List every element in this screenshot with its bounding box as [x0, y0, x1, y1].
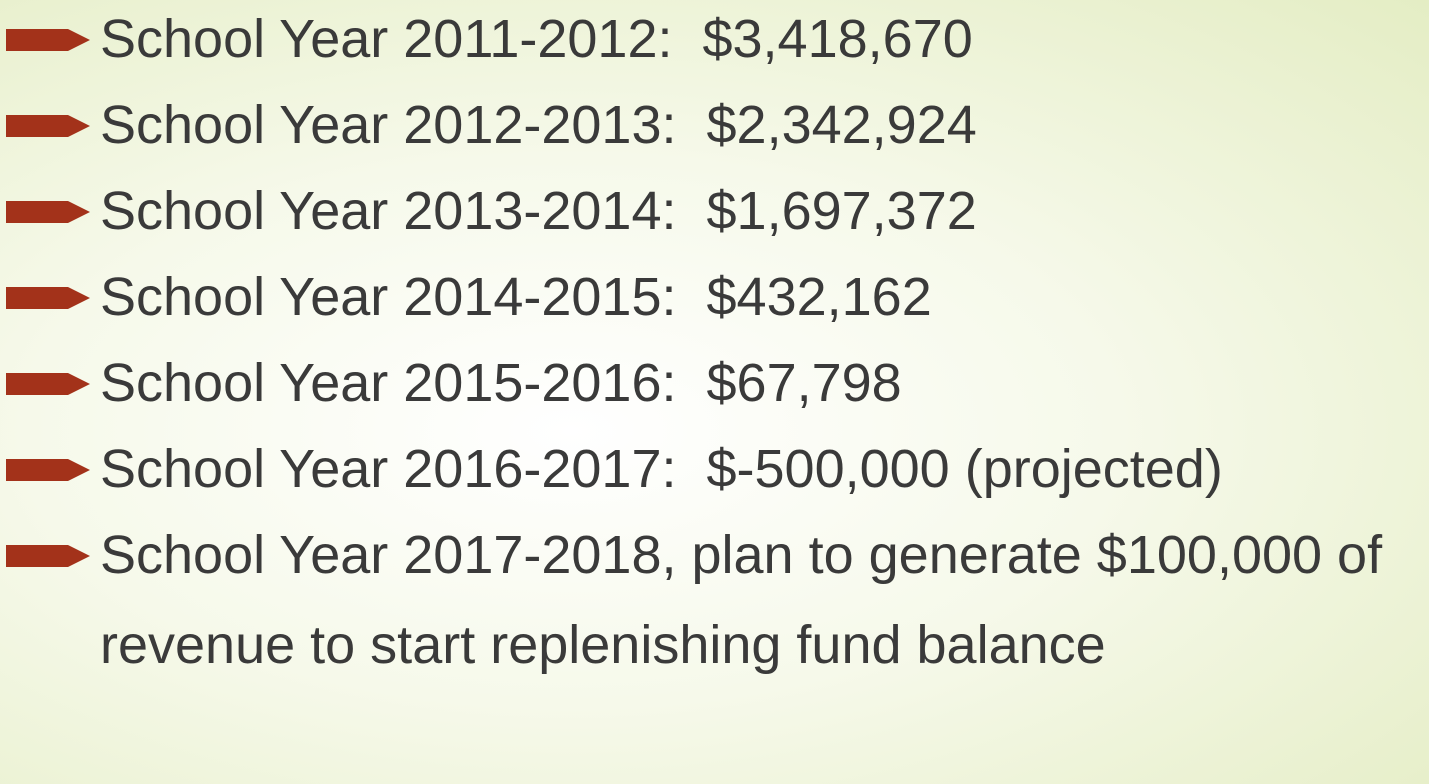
bullet-arrow — [6, 373, 90, 395]
bullet-item: School Year 2014-2015: $432,162 — [0, 266, 1425, 328]
bullet-text: School Year 2014-2015: $432,162 — [100, 267, 932, 327]
bullet-arrow — [6, 459, 90, 481]
bullet-item: School Year 2013-2014: $1,697,372 — [0, 180, 1425, 242]
bullet-item: School Year 2011-2012: $3,418,670 — [0, 8, 1425, 70]
bullet-item: School Year 2015-2016: $67,798 — [0, 352, 1425, 414]
bullet-text: School Year 2015-2016: $67,798 — [100, 353, 902, 413]
bullet-arrow — [6, 29, 90, 51]
bullet-text: School Year 2013-2014: $1,697,372 — [100, 181, 977, 241]
bullet-arrow — [6, 287, 90, 309]
bullet-text: School Year 2017-2018, plan to generate … — [100, 525, 1398, 675]
bullet-text: School Year 2011-2012: $3,418,670 — [100, 9, 973, 69]
bullet-arrow — [6, 545, 90, 567]
bullet-text: School Year 2012-2013: $2,342,924 — [100, 95, 977, 155]
bullet-arrow — [6, 115, 90, 137]
bullet-text: School Year 2016-2017: $-500,000 (projec… — [100, 439, 1223, 499]
bullet-item: School Year 2016-2017: $-500,000 (projec… — [0, 438, 1425, 500]
bullet-item: School Year 2017-2018, plan to generate … — [0, 510, 1425, 690]
bullet-item: School Year 2012-2013: $2,342,924 — [0, 94, 1425, 156]
bullet-list: School Year 2011-2012: $3,418,670 School… — [0, 8, 1425, 714]
bullet-arrow — [6, 201, 90, 223]
